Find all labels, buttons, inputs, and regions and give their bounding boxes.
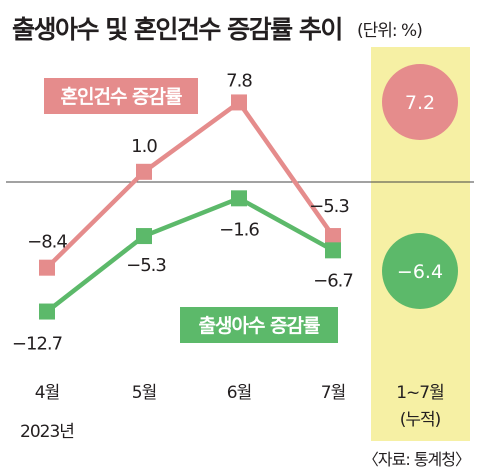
data-label: −5.3 <box>309 196 349 217</box>
cumulative-value: 7.2 <box>405 92 435 114</box>
cumulative-circle <box>382 233 458 309</box>
legend-box-marriage <box>44 78 198 114</box>
x-tick-label: 4월 <box>35 383 59 403</box>
data-label: 1.0 <box>131 136 157 157</box>
data-label: −5.3 <box>126 255 166 276</box>
data-marker <box>325 242 341 259</box>
legend-label-marriage: 혼인건수 증감률 <box>61 85 182 108</box>
cumulative-circle <box>382 64 458 140</box>
series-line-1 <box>45 100 335 270</box>
legend-box-birth <box>180 307 338 343</box>
data-marker <box>39 303 55 320</box>
data-marker <box>136 228 152 245</box>
data-label: −12.7 <box>12 334 62 355</box>
data-marker <box>325 228 341 245</box>
legend-label-birth: 출생아수 증감률 <box>199 315 320 337</box>
x-tick-label: 7월 <box>321 383 345 403</box>
chart-title: 출생아수 및 혼인건수 증감률 추이 <box>12 15 343 44</box>
data-label: −6.7 <box>313 270 353 291</box>
cumulative-label: 1~7월 <box>396 383 444 403</box>
data-marker <box>136 163 152 180</box>
data-label: 7.8 <box>226 70 252 91</box>
data-marker <box>231 94 247 111</box>
data-marker <box>39 259 55 276</box>
x-tick-label: 5월 <box>132 383 156 403</box>
x-year-label: 2023년 <box>20 422 74 442</box>
data-label: −8.4 <box>27 232 67 253</box>
data-marker <box>231 190 247 207</box>
cumulative-sublabel: (누적) <box>400 410 441 430</box>
cumulative-value: −6.4 <box>397 261 443 283</box>
x-tick-label: 6월 <box>227 383 251 403</box>
data-label: −1.6 <box>219 219 259 240</box>
unit-label: (단위: %) <box>357 21 423 41</box>
series-line-2 <box>45 196 335 314</box>
source-label: 〈자료: 통계청〉 <box>362 450 471 469</box>
